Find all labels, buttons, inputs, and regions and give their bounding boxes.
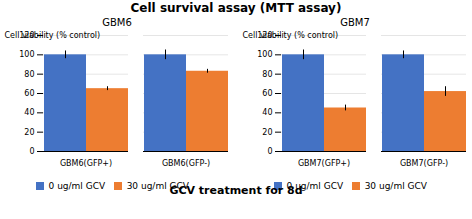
html-text:30 ug/ml GCV: 30 ug/ml GCV [126, 180, 189, 191]
svg-text:GBM7(GFP-): GBM7(GFP-) [400, 159, 448, 168]
svg-text:Cell viability (% control): Cell viability (% control) [243, 31, 339, 40]
html-text:GBM6: GBM6 [102, 17, 132, 28]
svg-text:20: 20 [24, 128, 34, 137]
svg-text:40: 40 [24, 108, 34, 117]
svg-text:60: 60 [24, 89, 34, 98]
html-text:GCV treatment for 8d: GCV treatment for 8d [169, 184, 303, 197]
html-text:30 ug/ml GCV: 30 ug/ml GCV [364, 180, 427, 191]
svg-text:100: 100 [19, 50, 34, 59]
svg-text:0: 0 [29, 147, 34, 156]
svg-text:Cell viability (% control): Cell viability (% control) [5, 31, 101, 40]
svg-text:80: 80 [24, 70, 34, 79]
svg-text:40: 40 [262, 108, 272, 117]
svg-text:GBM7(GFP+): GBM7(GFP+) [298, 159, 350, 168]
svg-text:0: 0 [267, 147, 272, 156]
svg-text:80: 80 [262, 70, 272, 79]
html-text:0 ug/ml GCV: 0 ug/ml GCV [286, 180, 344, 191]
svg-text:60: 60 [262, 89, 272, 98]
svg-text:GBM6(GFP+): GBM6(GFP+) [60, 159, 112, 168]
html-text:GBM7: GBM7 [340, 17, 370, 28]
html-text:Cell survival assay (MTT assay: Cell survival assay (MTT assay) [130, 1, 342, 15]
html-text:0 ug/ml GCV: 0 ug/ml GCV [48, 180, 106, 191]
svg-text:GBM6(GFP-): GBM6(GFP-) [162, 159, 210, 168]
svg-text:100: 100 [257, 50, 272, 59]
svg-text:20: 20 [262, 128, 272, 137]
